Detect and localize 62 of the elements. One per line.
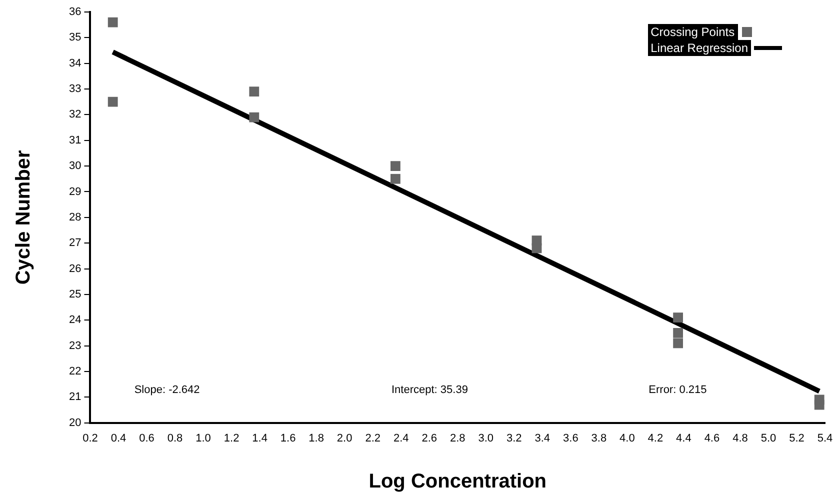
y-tick-label: 32 <box>68 108 82 121</box>
x-tick-label: 0.2 <box>82 432 98 444</box>
x-tick-label: 1.2 <box>224 432 240 444</box>
x-tick-label: 3.8 <box>591 432 607 444</box>
x-tick-label: 5.2 <box>789 432 804 444</box>
legend-label: Linear Regression <box>648 40 751 56</box>
point <box>249 112 260 122</box>
y-tick-label: 27 <box>68 237 82 250</box>
x-tick-label: 1.0 <box>196 432 211 444</box>
x-tick-label: 4.0 <box>620 432 635 444</box>
point <box>249 86 260 97</box>
x-tick-label: 4.8 <box>732 432 748 444</box>
x-tick-label: 1.4 <box>252 432 268 444</box>
y-tick-label: 30 <box>68 160 82 172</box>
y-tick-label: 35 <box>68 32 82 44</box>
x-tick-label: 3.0 <box>478 432 494 444</box>
y-tick-label: 26 <box>68 262 82 275</box>
x-tick-label: 1.8 <box>308 432 324 444</box>
x-tick-label: 4.4 <box>676 432 692 444</box>
y-tick-label: 34 <box>68 57 82 70</box>
y-tick-label: 20 <box>68 416 82 429</box>
y-tick-label: 33 <box>68 83 82 96</box>
x-tick-label: 2.0 <box>336 432 352 444</box>
y-tick-label: 23 <box>68 340 82 352</box>
point <box>390 161 400 171</box>
y-axis-title: Cycle Number <box>12 150 35 285</box>
x-tick-label: 3.6 <box>563 432 578 444</box>
y-tick-label: 31 <box>68 134 82 146</box>
y-tick-label: 29 <box>68 186 82 198</box>
annotation: Error: 0.215 <box>648 384 707 396</box>
x-tick-label: 3.4 <box>534 432 550 444</box>
point <box>108 17 118 28</box>
point <box>814 400 824 410</box>
point <box>673 338 683 348</box>
x-tick-label: 0.6 <box>139 432 154 444</box>
x-tick-label: 5.4 <box>817 432 833 444</box>
x-tick-label: 5.0 <box>760 432 776 444</box>
y-tick-label: 25 <box>68 288 82 300</box>
x-tick-label: 1.6 <box>280 432 296 444</box>
point <box>673 312 683 322</box>
x-tick-label: 3.2 <box>506 432 522 444</box>
x-axis-title: Log Concentration <box>368 470 546 493</box>
point <box>673 328 683 338</box>
y-tick-label: 24 <box>68 314 82 326</box>
x-tick-label: 0.8 <box>167 432 183 444</box>
legend-label: Crossing Points <box>648 24 738 40</box>
x-tick-label: 4.2 <box>648 432 664 444</box>
y-tick-label: 28 <box>68 211 82 224</box>
y-tick-label: 21 <box>68 391 82 404</box>
annotation: Slope: -2.642 <box>134 384 200 396</box>
x-tick-label: 4.6 <box>704 432 720 444</box>
point <box>390 174 400 184</box>
y-tick-label: 22 <box>68 365 82 378</box>
x-tick-label: 2.8 <box>450 432 466 444</box>
annotation: Intercept: 35.39 <box>391 384 468 396</box>
x-tick-label: 2.2 <box>365 432 380 444</box>
x-tick-label: 2.6 <box>422 432 438 444</box>
x-tick-label: 0.4 <box>110 432 126 444</box>
point <box>532 243 542 254</box>
y-tick-label: 36 <box>68 6 82 18</box>
x-tick-label: 2.4 <box>393 432 409 444</box>
point <box>108 96 118 107</box>
